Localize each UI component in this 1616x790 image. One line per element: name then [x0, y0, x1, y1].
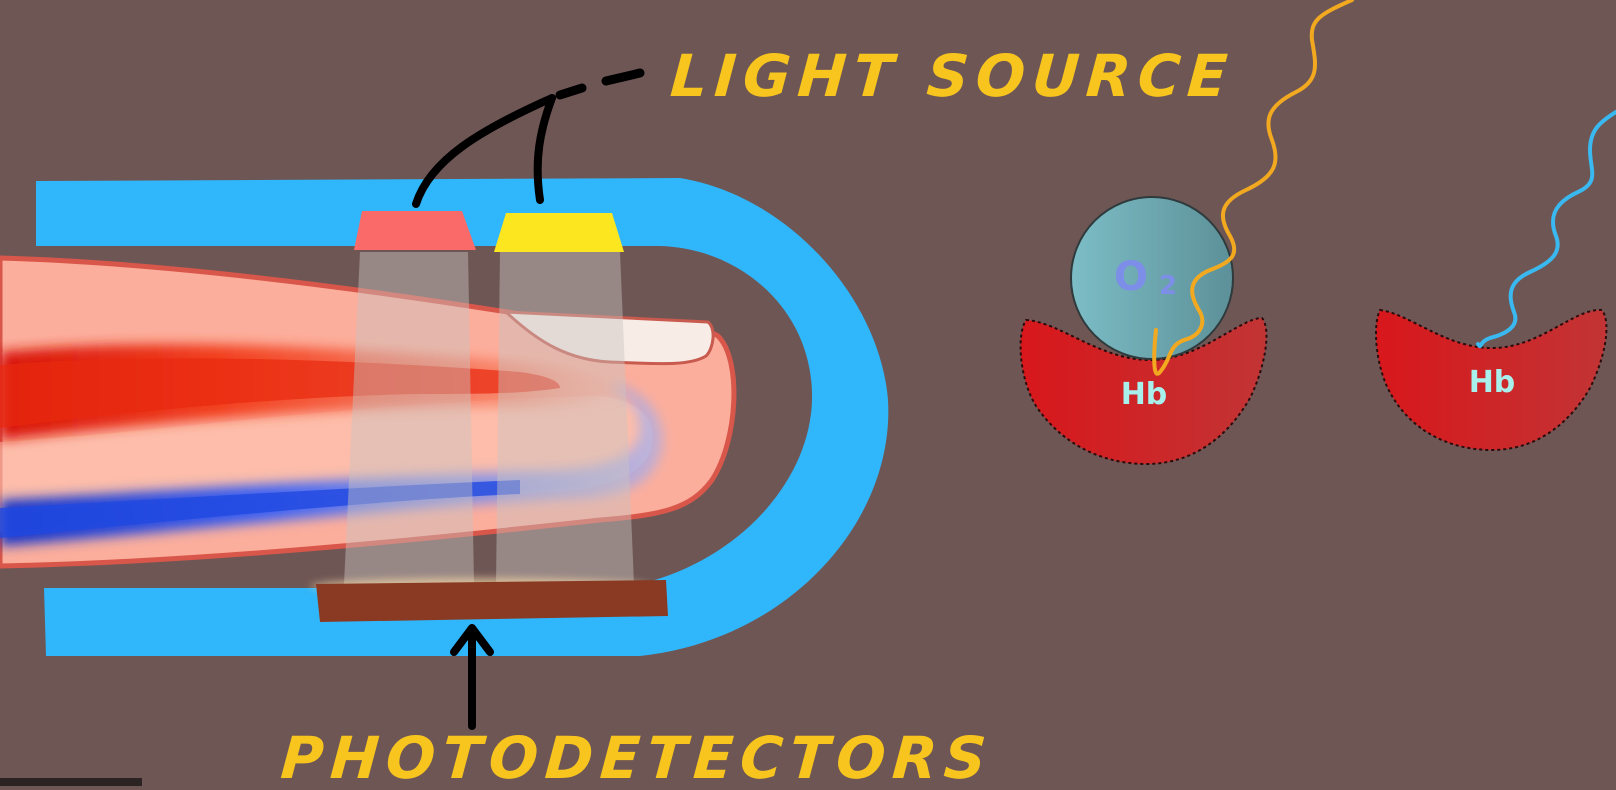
yellow-beam	[496, 252, 634, 584]
light-source-leds	[354, 211, 624, 252]
finger-clip	[36, 178, 889, 656]
detector-strip	[316, 580, 668, 622]
light-source-pointer	[412, 68, 645, 208]
corner-bar	[0, 778, 142, 786]
clip-top-arm	[36, 178, 889, 656]
hb-label-deoxygenated: Hb	[1469, 365, 1516, 400]
yellow-led-icon	[494, 213, 624, 252]
pointer-to-yellow-led	[533, 94, 556, 204]
deoxyhemoglobin: Hb	[1375, 308, 1608, 452]
oxyhemoglobin: O 2 Hb	[1019, 196, 1268, 466]
blue-light-wave	[1476, 110, 1616, 349]
orange-light-wave	[1152, 0, 1354, 376]
pointer-dashes	[555, 68, 645, 100]
oxygen-molecule	[1070, 196, 1234, 360]
hemoglobin-shape	[1019, 316, 1268, 466]
arrow-up-icon	[450, 624, 494, 656]
photodetectors-label: PHOTODETECTORS	[279, 724, 996, 786]
red-beam	[344, 252, 474, 584]
o2-subscript: 2	[1159, 271, 1177, 301]
artery-core	[0, 358, 560, 428]
hb-label-oxygenated: Hb	[1121, 377, 1168, 412]
fingernail	[502, 310, 715, 366]
hemoglobin-shape-deoxy	[1375, 308, 1608, 452]
o2-label: O	[1114, 254, 1148, 300]
red-led-icon	[354, 211, 476, 250]
pointer-to-red-led	[412, 94, 556, 208]
finger	[0, 255, 737, 569]
light-source-label: LIGHT SOURCE	[668, 42, 1236, 110]
vein-core	[0, 480, 520, 538]
light-beams	[344, 252, 634, 584]
photodetector-pointer	[450, 624, 494, 730]
photodetector	[310, 578, 668, 622]
